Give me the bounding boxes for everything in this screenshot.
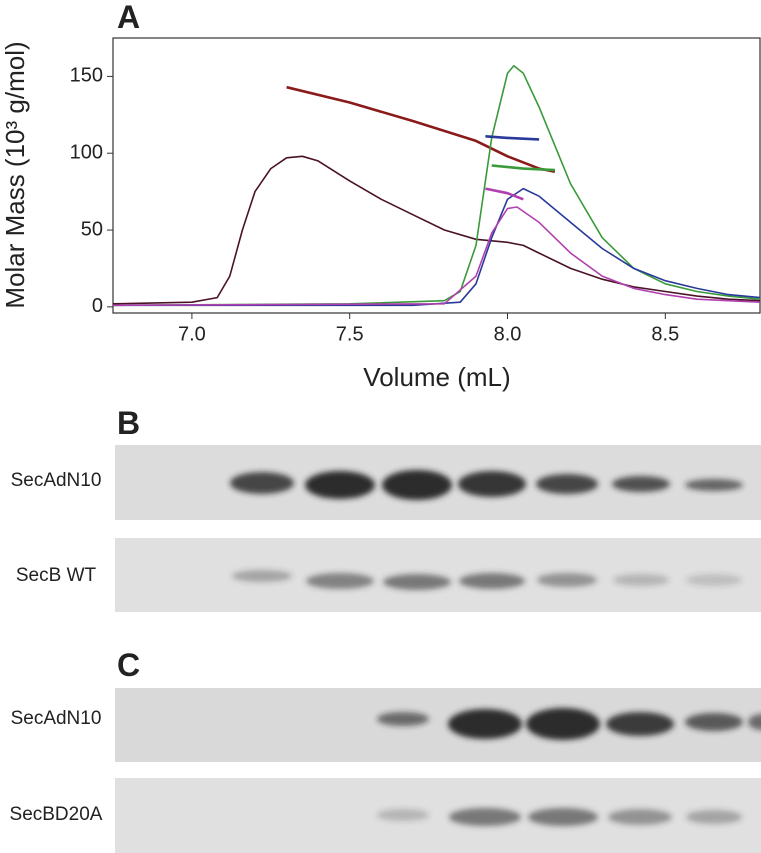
gel-strip xyxy=(115,538,761,612)
y-tick-label: 50 xyxy=(81,218,103,240)
x-tick-label: 7.5 xyxy=(336,323,364,345)
series-line xyxy=(112,206,761,307)
lane-label: SecBD20A xyxy=(10,804,103,825)
plot-frame xyxy=(112,37,761,314)
x-tick-label: 8.0 xyxy=(494,323,522,345)
x-tick-label: 8.5 xyxy=(651,323,679,345)
panel-label: B xyxy=(117,405,140,441)
lane-label: SecAdN10 xyxy=(11,470,102,491)
series-line xyxy=(113,187,761,307)
y-tick-label: 100 xyxy=(70,142,103,164)
panel-label: A xyxy=(117,0,140,35)
series-line xyxy=(112,64,761,307)
series-line xyxy=(485,135,540,141)
series-line xyxy=(485,187,524,201)
bands xyxy=(232,570,742,590)
lane-label: SecAdN10 xyxy=(11,708,102,729)
series-line xyxy=(286,85,556,173)
y-tick-label: 150 xyxy=(70,65,103,87)
y-tick-label: 0 xyxy=(92,295,103,317)
gel xyxy=(115,445,761,612)
series-line xyxy=(112,155,761,305)
lane-label: SecB WT xyxy=(16,565,97,586)
panel-label: C xyxy=(117,647,140,683)
x-axis-label: Volume (mL) xyxy=(363,362,510,392)
bands xyxy=(377,808,742,826)
y-axis-label: Molar Mass (10³ g/mol) xyxy=(0,41,30,308)
bands xyxy=(230,470,743,500)
x-tick-label: 7.0 xyxy=(178,323,206,345)
bands xyxy=(377,708,761,740)
series-line xyxy=(491,164,555,172)
gel xyxy=(115,688,761,853)
